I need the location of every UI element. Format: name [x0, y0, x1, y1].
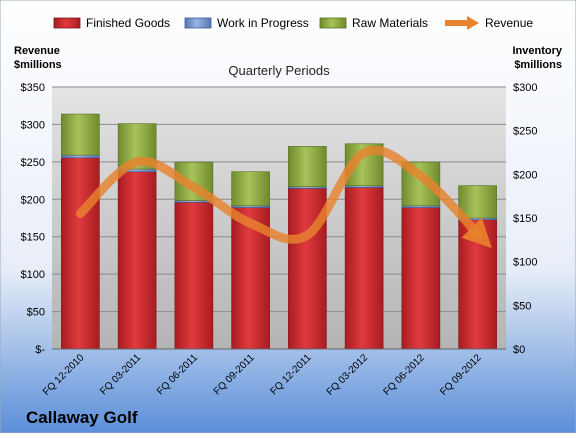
- legend-item-raw-materials: Raw Materials: [319, 16, 428, 30]
- right-tick-label: $300: [513, 82, 537, 94]
- bar-raw-materials-fq-12-2011: [288, 146, 327, 187]
- bars: [61, 113, 497, 350]
- right-axis-label-line1: Inventory: [512, 45, 562, 57]
- right-tick-label: $150: [513, 213, 537, 225]
- left-tick-label: $150: [21, 232, 45, 244]
- legend-swatch: [319, 17, 347, 29]
- legend-arrow-icon: [467, 16, 479, 30]
- left-axis: $- $50 $100 $150 $200 $250 $300 $350: [21, 82, 46, 356]
- bar-finished-goods-fq-09-2012: [458, 219, 497, 350]
- bar-raw-materials-fq-09-2011: [231, 171, 270, 207]
- revenue-series: [75, 145, 492, 249]
- legend-item-work-in-progress: Work in Progress: [184, 16, 309, 30]
- right-tick-label: $200: [513, 169, 537, 181]
- legend-item-finished-goods: Finished Goods: [53, 16, 170, 30]
- left-tick-label: $100: [21, 269, 45, 281]
- right-tick-label: $50: [513, 300, 531, 312]
- left-tick-label: $200: [21, 194, 45, 206]
- left-tick-label: $-: [35, 344, 45, 356]
- right-tick-label: $0: [513, 344, 525, 356]
- legend-label: Revenue: [485, 16, 533, 30]
- left-tick-label: $250: [21, 157, 45, 169]
- revenue-line: [75, 145, 492, 249]
- legend-label: Finished Goods: [86, 16, 170, 30]
- legend-swatch: [53, 17, 81, 29]
- left-tick-label: $300: [21, 119, 45, 131]
- bar-raw-materials-fq-09-2012: [458, 185, 497, 219]
- bar-finished-goods-fq-03-2012: [344, 187, 384, 350]
- legend-item-revenue: Revenue: [445, 16, 533, 30]
- bar-raw-materials-fq-12-2010: [61, 113, 100, 156]
- bar-finished-goods-fq-12-2010: [61, 157, 100, 350]
- bar-work-in-progress-fq-12-2010: [61, 154, 100, 159]
- right-axis: $0 $50 $100 $150 $200 $250 $300: [513, 82, 537, 356]
- left-axis-label-line2: $millions: [14, 59, 62, 71]
- bar-finished-goods-fq-06-2012: [401, 207, 441, 350]
- right-axis-label-line2: $millions: [514, 59, 562, 71]
- right-tick-label: $250: [513, 126, 537, 138]
- legend-swatch: [184, 17, 212, 29]
- left-axis-label-line1: Revenue: [14, 45, 60, 57]
- company-name: Callaway Golf: [26, 408, 138, 427]
- bar-finished-goods-fq-03-2011: [117, 171, 157, 350]
- chart-title: Quarterly Periods: [228, 63, 330, 78]
- left-tick-label: $50: [27, 307, 45, 319]
- legend-label: Raw Materials: [352, 16, 428, 30]
- legend: Finished Goods Work in Progress Raw Materi…: [53, 16, 533, 30]
- legend-label: Work in Progress: [217, 16, 309, 30]
- bar-finished-goods-fq-06-2011: [174, 201, 214, 350]
- left-tick-label: $350: [21, 82, 45, 94]
- right-tick-label: $100: [513, 257, 537, 269]
